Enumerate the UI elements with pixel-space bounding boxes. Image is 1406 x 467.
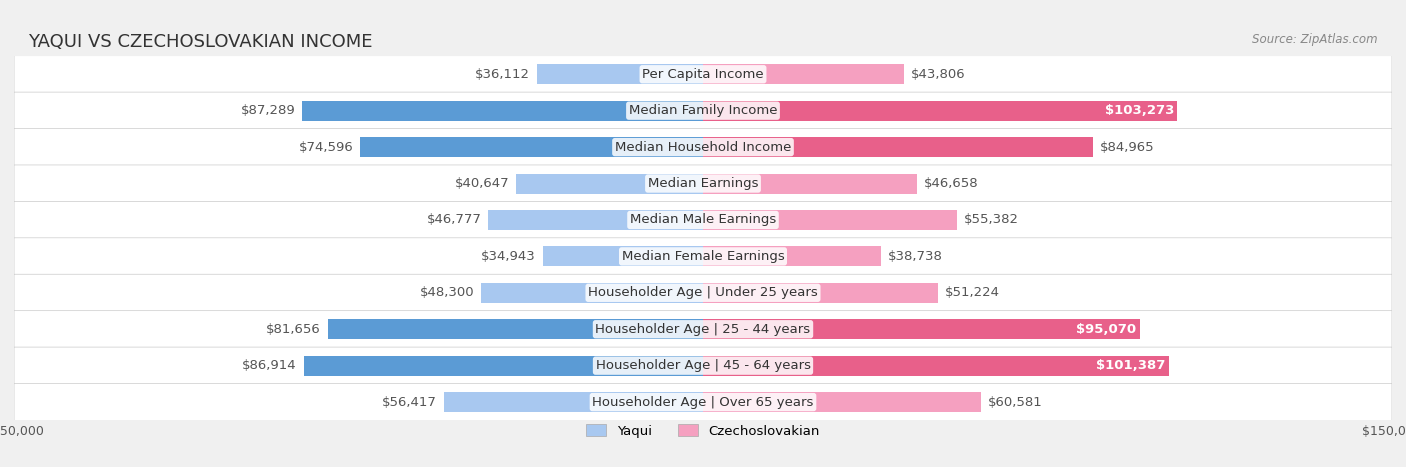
Bar — [302, 101, 703, 120]
FancyBboxPatch shape — [14, 128, 1392, 166]
Text: Median Earnings: Median Earnings — [648, 177, 758, 190]
Bar — [703, 283, 938, 303]
Bar — [703, 356, 1168, 375]
Bar — [537, 64, 703, 84]
Text: $51,224: $51,224 — [945, 286, 1000, 299]
FancyBboxPatch shape — [14, 274, 1392, 311]
FancyBboxPatch shape — [14, 92, 1392, 129]
Text: $40,647: $40,647 — [454, 177, 509, 190]
FancyBboxPatch shape — [14, 347, 1392, 384]
Text: $87,289: $87,289 — [240, 104, 295, 117]
Bar — [488, 210, 703, 230]
Text: $81,656: $81,656 — [266, 323, 321, 336]
Text: Median Family Income: Median Family Income — [628, 104, 778, 117]
Text: $84,965: $84,965 — [1099, 141, 1154, 154]
Bar — [328, 319, 703, 339]
Text: $46,658: $46,658 — [924, 177, 979, 190]
Text: Householder Age | 45 - 64 years: Householder Age | 45 - 64 years — [596, 359, 810, 372]
Bar — [703, 101, 1177, 120]
Text: $60,581: $60,581 — [988, 396, 1043, 409]
Bar — [703, 64, 904, 84]
FancyBboxPatch shape — [14, 383, 1392, 421]
Bar — [703, 210, 957, 230]
Text: $48,300: $48,300 — [419, 286, 474, 299]
Text: Median Male Earnings: Median Male Earnings — [630, 213, 776, 226]
Bar — [703, 174, 917, 193]
Bar — [703, 137, 1094, 157]
Text: Source: ZipAtlas.com: Source: ZipAtlas.com — [1253, 33, 1378, 46]
Text: $95,070: $95,070 — [1076, 323, 1136, 336]
Text: $101,387: $101,387 — [1095, 359, 1166, 372]
Bar — [543, 247, 703, 266]
Text: $55,382: $55,382 — [965, 213, 1019, 226]
Legend: Yaqui, Czechoslovakian: Yaqui, Czechoslovakian — [581, 419, 825, 443]
Text: $38,738: $38,738 — [887, 250, 942, 263]
Text: $36,112: $36,112 — [475, 68, 530, 81]
FancyBboxPatch shape — [14, 165, 1392, 202]
Text: $46,777: $46,777 — [426, 213, 481, 226]
Text: $43,806: $43,806 — [911, 68, 966, 81]
Bar — [360, 137, 703, 157]
Text: $103,273: $103,273 — [1105, 104, 1174, 117]
FancyBboxPatch shape — [14, 56, 1392, 93]
Bar — [703, 247, 882, 266]
Bar — [516, 174, 703, 193]
Text: Householder Age | Over 65 years: Householder Age | Over 65 years — [592, 396, 814, 409]
Text: Householder Age | 25 - 44 years: Householder Age | 25 - 44 years — [595, 323, 811, 336]
FancyBboxPatch shape — [14, 311, 1392, 348]
Text: Per Capita Income: Per Capita Income — [643, 68, 763, 81]
Bar — [703, 392, 981, 412]
Text: YAQUI VS CZECHOSLOVAKIAN INCOME: YAQUI VS CZECHOSLOVAKIAN INCOME — [28, 33, 373, 51]
Bar — [703, 319, 1140, 339]
FancyBboxPatch shape — [14, 201, 1392, 239]
Bar — [481, 283, 703, 303]
Text: $34,943: $34,943 — [481, 250, 536, 263]
Text: Householder Age | Under 25 years: Householder Age | Under 25 years — [588, 286, 818, 299]
Text: $86,914: $86,914 — [242, 359, 297, 372]
Bar — [444, 392, 703, 412]
Text: Median Female Earnings: Median Female Earnings — [621, 250, 785, 263]
Text: Median Household Income: Median Household Income — [614, 141, 792, 154]
FancyBboxPatch shape — [14, 238, 1392, 275]
Text: $56,417: $56,417 — [382, 396, 437, 409]
Text: $74,596: $74,596 — [298, 141, 353, 154]
Bar — [304, 356, 703, 375]
